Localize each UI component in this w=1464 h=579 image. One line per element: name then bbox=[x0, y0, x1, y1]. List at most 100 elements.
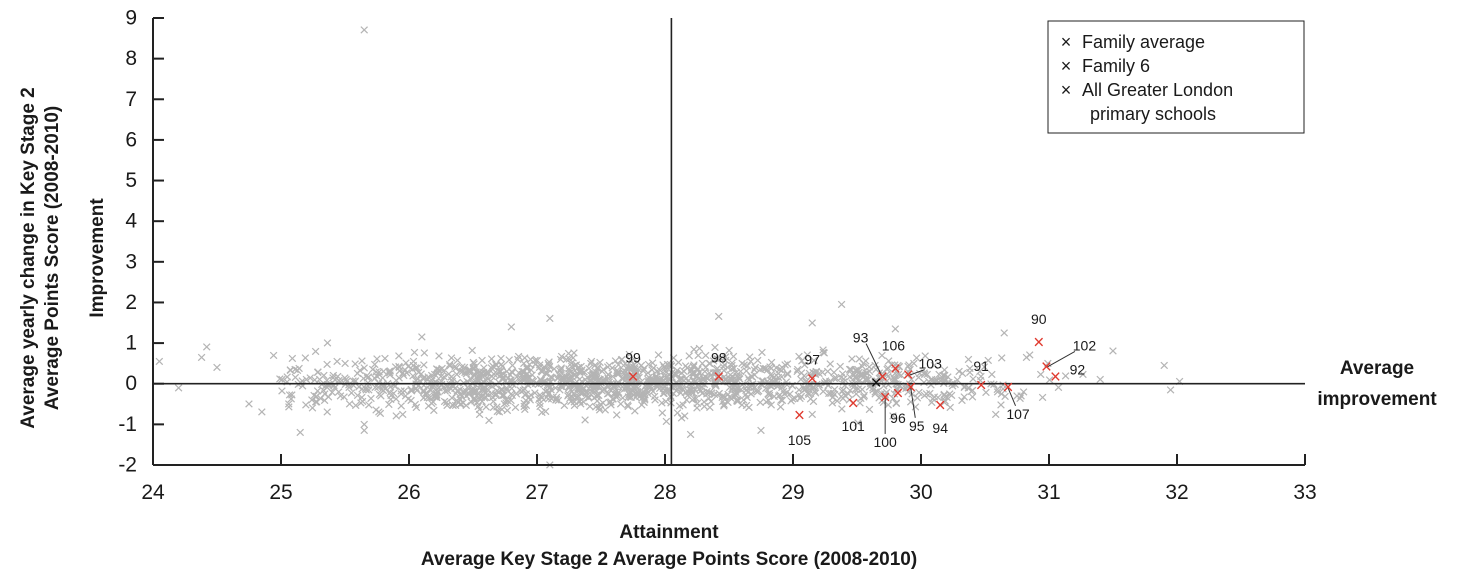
school-point: × bbox=[612, 388, 622, 407]
school-point: × bbox=[705, 398, 715, 417]
school-point: × bbox=[727, 356, 737, 375]
school-point: × bbox=[825, 372, 835, 391]
school-point: × bbox=[825, 354, 835, 373]
school-point: × bbox=[470, 384, 480, 403]
school-point: × bbox=[704, 389, 714, 408]
school-point: × bbox=[563, 377, 573, 396]
school-point: × bbox=[870, 382, 880, 401]
school-point: × bbox=[717, 388, 727, 407]
school-point: × bbox=[914, 383, 924, 402]
school-point: × bbox=[492, 398, 502, 417]
school-point: × bbox=[566, 392, 576, 411]
school-point: × bbox=[941, 387, 951, 406]
school-point: × bbox=[700, 367, 710, 386]
school-point: × bbox=[391, 357, 401, 376]
school-label: 98 bbox=[711, 350, 727, 366]
school-point: × bbox=[549, 359, 559, 378]
school-point: × bbox=[857, 357, 867, 376]
school-outlier-point: × bbox=[417, 327, 427, 346]
school-point: × bbox=[604, 356, 614, 375]
school-point: × bbox=[543, 385, 553, 404]
school-point: × bbox=[860, 370, 870, 389]
school-point: × bbox=[591, 367, 601, 386]
school-point: × bbox=[505, 366, 515, 385]
school-point: × bbox=[407, 380, 417, 399]
school-point: × bbox=[647, 371, 657, 390]
school-point: × bbox=[535, 394, 545, 413]
school-point: × bbox=[488, 398, 498, 417]
school-point: × bbox=[517, 382, 527, 401]
school-point: × bbox=[927, 372, 937, 391]
school-point: × bbox=[543, 390, 553, 409]
school-point: × bbox=[469, 382, 479, 401]
school-point: × bbox=[713, 350, 723, 369]
school-point: × bbox=[589, 379, 599, 398]
school-point: × bbox=[912, 349, 922, 368]
school-point: × bbox=[751, 381, 761, 400]
school-point: × bbox=[810, 364, 820, 383]
family-6-point: × bbox=[1002, 377, 1013, 398]
school-point: × bbox=[672, 361, 682, 380]
school-point: × bbox=[506, 370, 516, 389]
school-point: × bbox=[766, 371, 776, 390]
school-point: × bbox=[406, 380, 416, 399]
school-point: × bbox=[997, 384, 1007, 403]
school-point: × bbox=[375, 366, 385, 385]
school-point: × bbox=[416, 364, 426, 383]
y-tick-label: -2 bbox=[118, 454, 137, 477]
school-point: × bbox=[521, 365, 531, 384]
school-point: × bbox=[1045, 370, 1055, 389]
school-point: × bbox=[546, 381, 556, 400]
school-point: × bbox=[599, 380, 609, 399]
school-point: × bbox=[512, 368, 522, 387]
school-point: × bbox=[582, 368, 592, 387]
school-point: × bbox=[499, 385, 509, 404]
school-point: × bbox=[610, 385, 620, 404]
school-point: × bbox=[491, 385, 501, 404]
school-point: × bbox=[469, 354, 479, 373]
school-point: × bbox=[463, 384, 473, 403]
school-point: × bbox=[348, 372, 358, 391]
school-point: × bbox=[445, 355, 455, 374]
school-point: × bbox=[672, 373, 682, 392]
school-point: × bbox=[571, 388, 581, 407]
school-point: × bbox=[805, 376, 815, 395]
school-point: × bbox=[577, 372, 587, 391]
school-point: × bbox=[462, 372, 472, 391]
school-point: × bbox=[525, 368, 535, 387]
school-point: × bbox=[628, 366, 638, 385]
school-point: × bbox=[573, 386, 583, 405]
school-point: × bbox=[422, 388, 432, 407]
school-point: × bbox=[710, 372, 720, 391]
school-point: × bbox=[399, 381, 409, 400]
school-point: × bbox=[567, 357, 577, 376]
school-point: × bbox=[957, 364, 967, 383]
legend-label-family-average: Family average bbox=[1082, 32, 1205, 52]
school-point: × bbox=[682, 391, 692, 410]
y-tick-label: 7 bbox=[125, 88, 137, 111]
school-point: × bbox=[486, 371, 496, 390]
school-point: × bbox=[785, 384, 795, 403]
school-point: × bbox=[566, 381, 576, 400]
school-point: × bbox=[439, 368, 449, 387]
school-point: × bbox=[652, 369, 662, 388]
school-point: × bbox=[657, 403, 667, 422]
school-point: × bbox=[603, 358, 613, 377]
school-point: × bbox=[477, 387, 487, 406]
label-leader-line bbox=[865, 343, 884, 378]
school-point: × bbox=[987, 365, 997, 384]
school-point: × bbox=[628, 378, 638, 397]
school-point: × bbox=[711, 376, 721, 395]
school-point: × bbox=[550, 378, 560, 397]
school-point: × bbox=[617, 377, 627, 396]
school-outlier-point: × bbox=[1108, 342, 1118, 361]
x-tick-label: 33 bbox=[1293, 481, 1316, 504]
school-point: × bbox=[403, 390, 413, 409]
school-point: × bbox=[479, 379, 489, 398]
school-point: × bbox=[497, 380, 507, 399]
school-point: × bbox=[837, 399, 847, 418]
school-point: × bbox=[436, 372, 446, 391]
school-point: × bbox=[469, 358, 479, 377]
school-point: × bbox=[670, 377, 680, 396]
